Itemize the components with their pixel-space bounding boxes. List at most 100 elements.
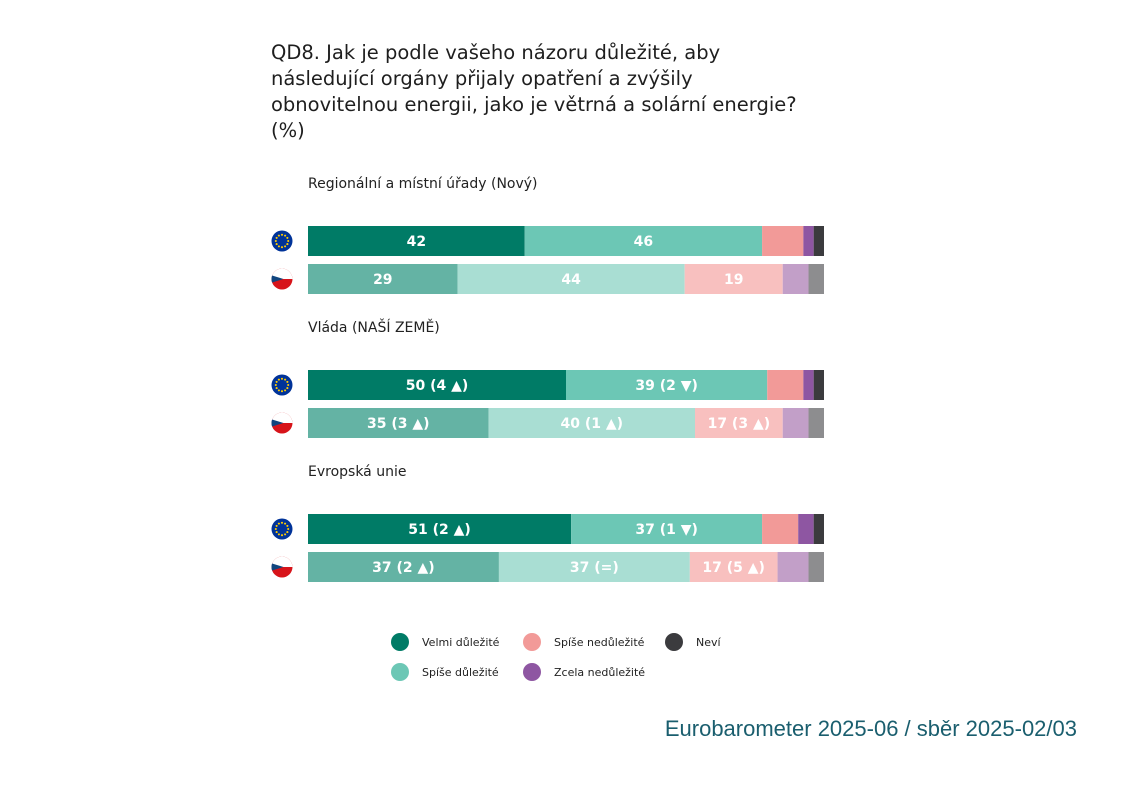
bar-segment bbox=[684, 264, 783, 294]
legend-label: Neví bbox=[696, 636, 722, 649]
eu-flag-star-icon bbox=[287, 239, 290, 243]
eu-flag-star-icon bbox=[284, 533, 287, 536]
eu-flag-star-icon bbox=[274, 239, 277, 243]
legend-label: Velmi důležité bbox=[422, 636, 500, 649]
group-label: Regionální a místní úřady (Nový) bbox=[308, 176, 538, 192]
eu-flag-star-icon bbox=[280, 233, 284, 236]
eu-flag-star-icon bbox=[275, 531, 278, 534]
legend-label: Zcela nedůležité bbox=[554, 666, 645, 679]
cz-flag-white-icon bbox=[271, 556, 293, 567]
bar-segment bbox=[695, 408, 783, 438]
eu-flag-star-icon bbox=[284, 389, 287, 392]
bar-segment bbox=[308, 408, 489, 438]
eu-flag-star-icon bbox=[280, 521, 284, 524]
eu-flag-star-icon bbox=[277, 522, 280, 525]
eu-flag-star-icon bbox=[284, 378, 287, 381]
bar-segment bbox=[777, 552, 809, 582]
bar-segment bbox=[308, 226, 525, 256]
bar-segment bbox=[762, 226, 804, 256]
bar-segment bbox=[308, 552, 499, 582]
data-label: 37 (=) bbox=[570, 560, 619, 576]
eu-flag-star-icon bbox=[280, 246, 284, 249]
bar-segment bbox=[571, 514, 763, 544]
eu-flag-star-icon bbox=[286, 387, 289, 390]
legend-swatch bbox=[665, 633, 683, 651]
bar-segment bbox=[498, 552, 690, 582]
eu-flag-icon bbox=[271, 374, 293, 396]
bar-segment bbox=[782, 408, 809, 438]
bar-segment bbox=[782, 264, 809, 294]
eu-flag-star-icon bbox=[280, 534, 284, 537]
bar-segment bbox=[808, 552, 824, 582]
data-label: 42 bbox=[407, 234, 426, 250]
bar-segment bbox=[762, 514, 799, 544]
eu-flag-star-icon bbox=[286, 236, 289, 239]
cz-flag-wedge-icon bbox=[271, 275, 284, 283]
bar-segment bbox=[308, 264, 458, 294]
data-label: 46 bbox=[634, 234, 653, 250]
bar-segment bbox=[308, 514, 572, 544]
legend-swatch bbox=[391, 633, 409, 651]
group-label: Evropská unie bbox=[308, 464, 406, 480]
eu-flag-star-icon bbox=[286, 380, 289, 383]
bar-segment bbox=[457, 264, 685, 294]
bar-segment bbox=[488, 408, 695, 438]
eu-flag-star-icon bbox=[275, 387, 278, 390]
title-line: následující orgány přijaly opatření a zv… bbox=[271, 67, 693, 90]
bar-segment bbox=[808, 264, 824, 294]
cz-flag-white-icon bbox=[271, 268, 293, 279]
bar-segment bbox=[524, 226, 763, 256]
eu-flag-star-icon bbox=[275, 236, 278, 239]
legend-label: Spíše důležité bbox=[422, 666, 499, 679]
eu-flag-star-icon bbox=[287, 527, 290, 531]
bar-segment bbox=[813, 226, 824, 256]
data-label: 44 bbox=[561, 272, 581, 288]
eu-flag-star-icon bbox=[277, 245, 280, 248]
eu-flag-star-icon bbox=[277, 378, 280, 381]
bar-segment bbox=[813, 514, 824, 544]
data-label: 35 (3 ▲) bbox=[367, 416, 430, 432]
source-note: Eurobarometer 2025-06 / sběr 2025-02/03 bbox=[664, 716, 1077, 741]
eu-flag-star-icon bbox=[275, 243, 278, 246]
eu-flag-star-icon bbox=[277, 389, 280, 392]
data-label: 37 (1 ▼) bbox=[635, 522, 698, 538]
bar-segment bbox=[808, 408, 824, 438]
eu-flag-icon bbox=[271, 518, 293, 540]
eu-flag-star-icon bbox=[277, 533, 280, 536]
cz-flag-white-icon bbox=[271, 412, 293, 423]
eu-flag-star-icon bbox=[277, 234, 280, 237]
eu-flag-star-icon bbox=[287, 383, 290, 387]
bar-segment bbox=[798, 514, 814, 544]
eu-flag-star-icon bbox=[286, 243, 289, 246]
data-label: 37 (2 ▲) bbox=[372, 560, 435, 576]
eu-flag-star-icon bbox=[274, 383, 277, 387]
bar-segment bbox=[767, 370, 804, 400]
eu-flag-star-icon bbox=[274, 527, 277, 531]
eu-flag-star-icon bbox=[286, 531, 289, 534]
cz-flag-wedge-icon bbox=[271, 563, 284, 571]
data-label: 17 (5 ▲) bbox=[702, 560, 765, 576]
data-label: 29 bbox=[373, 272, 392, 288]
group-label: Vláda (NAŠÍ ZEMĚ) bbox=[308, 318, 440, 336]
legend-swatch bbox=[523, 633, 541, 651]
eu-flag-star-icon bbox=[275, 524, 278, 527]
bar-segment bbox=[689, 552, 778, 582]
eu-flag-star-icon bbox=[280, 377, 284, 380]
title-line: (%) bbox=[271, 119, 305, 142]
data-label: 40 (1 ▲) bbox=[561, 416, 624, 432]
bar-segment bbox=[803, 226, 814, 256]
data-label: 39 (2 ▼) bbox=[635, 378, 698, 394]
bar-segment bbox=[813, 370, 824, 400]
title-line: obnovitelnou energii, jako je větrná a s… bbox=[271, 93, 797, 116]
data-label: 17 (3 ▲) bbox=[708, 416, 771, 432]
bar-segment bbox=[308, 370, 566, 400]
bar-segment bbox=[566, 370, 768, 400]
title-line: QD8. Jak je podle vašeho názoru důležité… bbox=[271, 41, 721, 64]
eu-flag-star-icon bbox=[284, 245, 287, 248]
bar-segment bbox=[803, 370, 814, 400]
eu-flag-star-icon bbox=[284, 234, 287, 237]
eu-flag-star-icon bbox=[284, 522, 287, 525]
legend-swatch bbox=[391, 663, 409, 681]
data-label: 51 (2 ▲) bbox=[408, 522, 471, 538]
